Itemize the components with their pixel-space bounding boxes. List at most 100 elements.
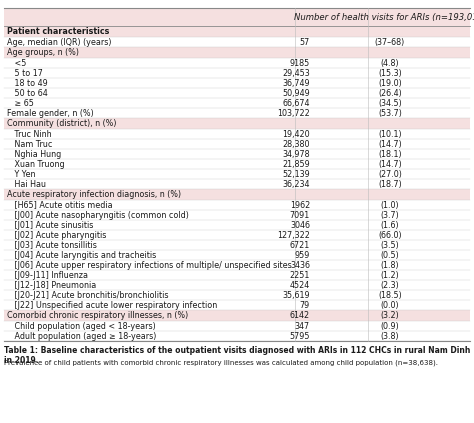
- Text: Age groups, n (%): Age groups, n (%): [7, 48, 79, 57]
- Bar: [4, 210, 470, 220]
- Bar: [4, 310, 470, 321]
- Text: Child population (aged < 18-years): Child population (aged < 18-years): [7, 321, 156, 330]
- Bar: [4, 88, 470, 98]
- Text: (26.4): (26.4): [378, 88, 402, 97]
- Text: ≥ 65: ≥ 65: [7, 99, 34, 107]
- Bar: [4, 149, 470, 159]
- Bar: [4, 230, 470, 240]
- Text: [J03] Acute tonsillitis: [J03] Acute tonsillitis: [7, 241, 97, 250]
- Text: (14.7): (14.7): [378, 140, 402, 148]
- Text: 959: 959: [295, 250, 310, 259]
- Text: Y Yen: Y Yen: [7, 170, 36, 179]
- Text: (0.0): (0.0): [381, 300, 399, 310]
- Text: Number of health visits for ARIs (n=193,010): Number of health visits for ARIs (n=193,…: [294, 13, 474, 22]
- Text: 4524: 4524: [290, 280, 310, 289]
- Text: [J22] Unspecified acute lower respiratory infection: [J22] Unspecified acute lower respirator…: [7, 300, 217, 310]
- Bar: [4, 240, 470, 250]
- Text: (14.7): (14.7): [378, 159, 402, 168]
- Bar: [4, 220, 470, 230]
- Text: 5795: 5795: [290, 332, 310, 341]
- Text: [H65] Acute otitis media: [H65] Acute otitis media: [7, 201, 113, 209]
- Bar: [4, 290, 470, 300]
- Text: 1962: 1962: [290, 201, 310, 209]
- Text: Hai Hau: Hai Hau: [7, 179, 46, 189]
- Text: (37–68): (37–68): [375, 38, 405, 47]
- Bar: [4, 270, 470, 280]
- Text: Acute respiratory infection diagnosis, n (%): Acute respiratory infection diagnosis, n…: [7, 190, 181, 199]
- Text: (3.2): (3.2): [381, 311, 400, 320]
- Text: Truc Ninh: Truc Ninh: [7, 129, 52, 138]
- Bar: [4, 78, 470, 88]
- Text: (0.5): (0.5): [381, 250, 400, 259]
- Text: 66,674: 66,674: [283, 99, 310, 107]
- Text: Nghia Hung: Nghia Hung: [7, 149, 61, 159]
- Text: Community (district), n (%): Community (district), n (%): [7, 119, 117, 128]
- Bar: [4, 331, 470, 341]
- Text: (15.3): (15.3): [378, 69, 402, 77]
- Text: 347: 347: [295, 321, 310, 330]
- Text: [J04] Acute laryngitis and tracheitis: [J04] Acute laryngitis and tracheitis: [7, 250, 156, 259]
- Text: [J09-J11] Influenza: [J09-J11] Influenza: [7, 270, 88, 280]
- Bar: [4, 280, 470, 290]
- Text: Prevalence of child patients with comorbid chronic respiratory illnesses was cal: Prevalence of child patients with comorb…: [4, 359, 438, 365]
- Text: 79: 79: [300, 300, 310, 310]
- Text: [J06] Acute upper respiratory infections of multiple/ unspecified sites: [J06] Acute upper respiratory infections…: [7, 261, 292, 269]
- Text: (18.5): (18.5): [378, 291, 402, 299]
- Bar: [4, 37, 470, 47]
- Bar: [4, 300, 470, 310]
- Text: 50,949: 50,949: [282, 88, 310, 97]
- Bar: [4, 189, 470, 200]
- Text: (3.7): (3.7): [381, 211, 400, 220]
- Text: 21,859: 21,859: [282, 159, 310, 168]
- Text: (2.3): (2.3): [381, 280, 400, 289]
- Text: (34.5): (34.5): [378, 99, 402, 107]
- Text: Comorbid chronic respiratory illnesses, n (%): Comorbid chronic respiratory illnesses, …: [7, 311, 188, 320]
- Text: 3436: 3436: [290, 261, 310, 269]
- Text: 6721: 6721: [290, 241, 310, 250]
- Bar: [4, 260, 470, 270]
- Bar: [4, 139, 470, 149]
- Text: 36,749: 36,749: [283, 79, 310, 88]
- Text: Age, median (IQR) (years): Age, median (IQR) (years): [7, 38, 111, 47]
- Text: 57: 57: [300, 38, 310, 47]
- Bar: [4, 169, 470, 179]
- Text: (18.7): (18.7): [378, 179, 402, 189]
- Text: (4.8): (4.8): [381, 58, 399, 68]
- Text: 127,322: 127,322: [277, 231, 310, 239]
- Bar: [4, 159, 470, 169]
- Text: 3046: 3046: [290, 220, 310, 230]
- Bar: [4, 58, 470, 68]
- Text: (66.0): (66.0): [378, 231, 402, 239]
- Text: 103,722: 103,722: [277, 109, 310, 118]
- Text: <5: <5: [7, 58, 27, 68]
- Text: 34,978: 34,978: [283, 149, 310, 159]
- Text: (27.0): (27.0): [378, 170, 402, 179]
- Text: 2251: 2251: [290, 270, 310, 280]
- Bar: [4, 179, 470, 189]
- Bar: [4, 68, 470, 78]
- Text: (1.2): (1.2): [381, 270, 400, 280]
- Text: Patient characteristics: Patient characteristics: [7, 27, 109, 36]
- Bar: [4, 118, 470, 129]
- Text: [J20-J21] Acute bronchitis/bronchiolitis: [J20-J21] Acute bronchitis/bronchiolitis: [7, 291, 168, 299]
- Text: (18.1): (18.1): [378, 149, 402, 159]
- Text: 36,234: 36,234: [283, 179, 310, 189]
- Text: Female gender, n (%): Female gender, n (%): [7, 109, 94, 118]
- Bar: [4, 98, 470, 108]
- Text: (53.7): (53.7): [378, 109, 402, 118]
- Text: (1.8): (1.8): [381, 261, 399, 269]
- Text: (3.8): (3.8): [381, 332, 399, 341]
- Text: Nam Truc: Nam Truc: [7, 140, 52, 148]
- Text: [J12-J18] Pneumonia: [J12-J18] Pneumonia: [7, 280, 96, 289]
- Text: (0.9): (0.9): [381, 321, 400, 330]
- Text: 29,453: 29,453: [282, 69, 310, 77]
- Text: (10.1): (10.1): [378, 129, 402, 138]
- Text: [J00] Acute nasopharyngitis (common cold): [J00] Acute nasopharyngitis (common cold…: [7, 211, 189, 220]
- Bar: [4, 26, 470, 37]
- Text: Adult population (aged ≥ 18-years): Adult population (aged ≥ 18-years): [7, 332, 156, 341]
- Text: 9185: 9185: [290, 58, 310, 68]
- Text: 6142: 6142: [290, 311, 310, 320]
- Bar: [4, 108, 470, 118]
- Bar: [4, 321, 470, 331]
- Text: Table 1: Baseline characteristics of the outpatient visits diagnosed with ARIs i: Table 1: Baseline characteristics of the…: [4, 346, 470, 365]
